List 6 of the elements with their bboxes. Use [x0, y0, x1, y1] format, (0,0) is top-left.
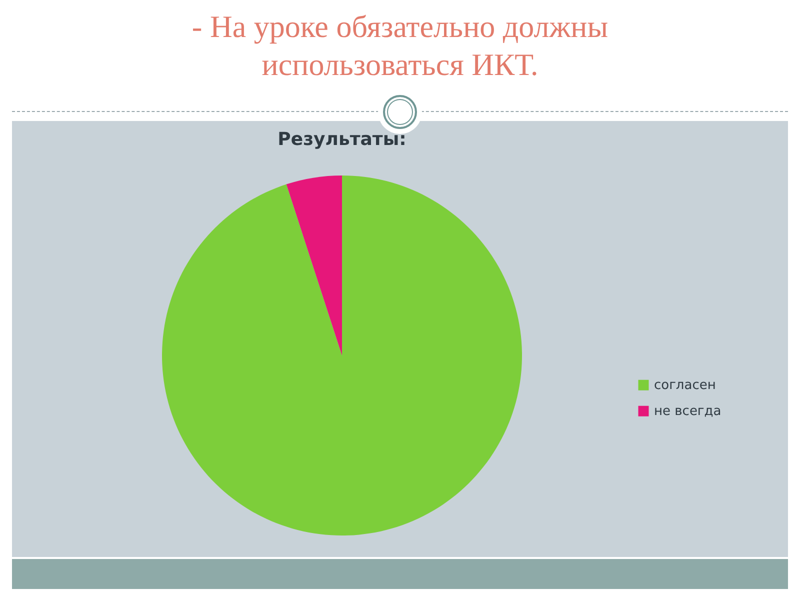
legend-label: не всегда — [654, 404, 722, 420]
legend-label: согласен — [654, 378, 716, 394]
chart-title: - На уроке обязательно должны использоваться ИКТ. — [190, 8, 610, 84]
pie-slice — [286, 176, 342, 356]
pie-slice — [162, 176, 522, 536]
chart-subtitle: Результаты: — [278, 129, 406, 150]
